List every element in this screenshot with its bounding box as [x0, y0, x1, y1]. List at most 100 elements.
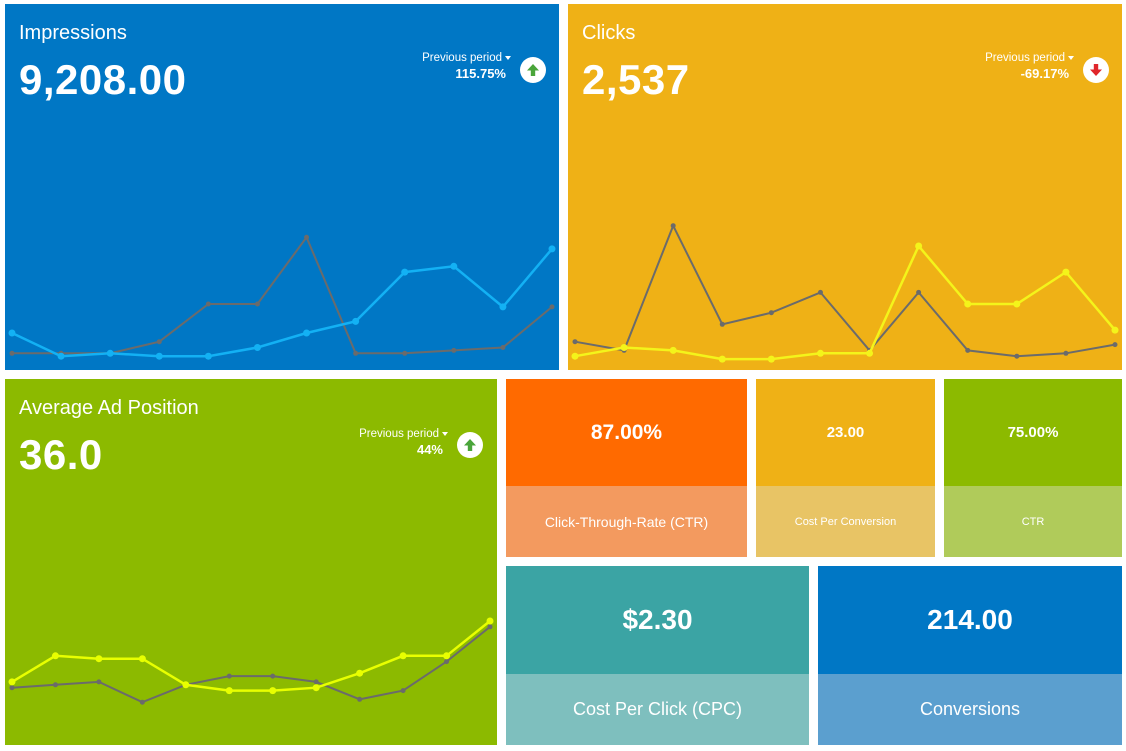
- previous-period-compare: Previous period 115.75%: [381, 50, 511, 82]
- previous-data-point[interactable]: [96, 679, 102, 685]
- previous-data-point[interactable]: [817, 289, 823, 295]
- previous-data-point[interactable]: [156, 339, 162, 345]
- kpi-ctr-tile: 75.00% CTR: [944, 379, 1122, 557]
- current-data-point[interactable]: [1062, 268, 1070, 276]
- previous-data-point[interactable]: [226, 673, 232, 679]
- kpi-conversions-tile: 214.00 Conversions: [818, 566, 1122, 745]
- change-percent: -69.17%: [1020, 66, 1069, 81]
- caret-down-icon: [1068, 55, 1074, 60]
- tile-title: Impressions: [19, 22, 127, 44]
- current-data-point[interactable]: [399, 652, 407, 660]
- previous-data-point[interactable]: [357, 696, 363, 702]
- current-data-point[interactable]: [964, 300, 972, 308]
- caret-down-icon: [505, 55, 511, 60]
- previous-data-point[interactable]: [572, 339, 578, 345]
- current-data-point[interactable]: [253, 344, 261, 351]
- previous-data-point[interactable]: [444, 659, 450, 665]
- current-data-point[interactable]: [1013, 300, 1021, 308]
- previous-data-point[interactable]: [451, 347, 457, 353]
- current-period-line: [11, 248, 553, 358]
- previous-period-dropdown[interactable]: Previous period: [318, 426, 448, 442]
- current-data-point[interactable]: [182, 681, 190, 689]
- kpi-label: Conversions: [818, 674, 1122, 745]
- previous-data-point[interactable]: [313, 679, 319, 685]
- previous-period-dropdown[interactable]: Previous period: [381, 50, 511, 66]
- previous-data-point[interactable]: [500, 345, 506, 350]
- previous-data-point[interactable]: [719, 321, 725, 327]
- current-data-point[interactable]: [57, 352, 65, 360]
- previous-period-line: [12, 235, 553, 355]
- previous-data-point[interactable]: [9, 685, 15, 691]
- kpi-cost-per-conversion-tile: 23.00 Cost Per Conversion: [756, 379, 935, 557]
- current-data-point[interactable]: [571, 352, 579, 360]
- kpi-value: $2.30: [506, 566, 809, 674]
- previous-data-point[interactable]: [1014, 353, 1020, 359]
- previous-data-point[interactable]: [1112, 342, 1118, 348]
- kpi-label: Cost Per Conversion: [756, 486, 935, 557]
- current-data-point[interactable]: [51, 652, 59, 660]
- impressions-sparkline: [8, 234, 556, 360]
- previous-data-point[interactable]: [205, 301, 211, 307]
- current-data-point[interactable]: [1111, 326, 1119, 334]
- kpi-value: 87.00%: [506, 379, 747, 486]
- previous-data-point[interactable]: [549, 304, 555, 310]
- previous-data-point[interactable]: [254, 301, 260, 307]
- current-data-point[interactable]: [8, 329, 16, 337]
- previous-data-point[interactable]: [1063, 350, 1069, 356]
- current-data-point[interactable]: [352, 317, 360, 325]
- current-data-point[interactable]: [303, 329, 311, 337]
- change-percent: 115.75%: [455, 66, 506, 81]
- previous-data-point[interactable]: [400, 688, 406, 694]
- previous-data-point[interactable]: [768, 310, 774, 316]
- previous-period-dropdown[interactable]: Previous period: [944, 50, 1074, 66]
- current-data-point[interactable]: [138, 655, 146, 663]
- tile-value: 36.0: [19, 431, 103, 478]
- caret-down-icon: [442, 431, 448, 436]
- kpi-ctr-percent-tile: 87.00% Click-Through-Rate (CTR): [506, 379, 747, 557]
- current-data-point[interactable]: [312, 684, 320, 692]
- current-data-point[interactable]: [269, 687, 277, 695]
- previous-data-point[interactable]: [9, 350, 15, 356]
- previous-data-point[interactable]: [965, 347, 971, 353]
- previous-data-point[interactable]: [487, 624, 493, 630]
- current-data-point[interactable]: [866, 349, 874, 357]
- current-data-point[interactable]: [669, 346, 677, 354]
- current-data-point[interactable]: [718, 355, 726, 363]
- current-data-point[interactable]: [8, 678, 16, 686]
- previous-period-line: [11, 626, 491, 704]
- current-data-point[interactable]: [443, 652, 451, 660]
- current-data-point[interactable]: [816, 349, 824, 357]
- previous-period-label: Previous period: [422, 52, 502, 64]
- current-data-point[interactable]: [356, 669, 364, 677]
- clicks-tile: Clicks 2,537 Previous period -69.17%: [568, 4, 1122, 370]
- current-data-point[interactable]: [450, 262, 458, 270]
- current-data-point[interactable]: [620, 344, 628, 351]
- current-data-point[interactable]: [499, 303, 507, 311]
- tile-value: 9,208.00: [19, 56, 187, 103]
- previous-data-point[interactable]: [916, 289, 922, 295]
- previous-data-point[interactable]: [402, 350, 408, 356]
- previous-data-point[interactable]: [52, 682, 58, 688]
- current-data-point[interactable]: [767, 355, 775, 363]
- previous-period-line: [574, 223, 1116, 358]
- previous-data-point[interactable]: [304, 234, 310, 240]
- current-data-point[interactable]: [548, 245, 556, 253]
- arrow-down-icon: [1083, 57, 1109, 83]
- previous-data-point[interactable]: [670, 223, 676, 229]
- current-data-point[interactable]: [225, 687, 233, 695]
- current-data-point[interactable]: [204, 352, 212, 360]
- current-data-point[interactable]: [486, 617, 494, 625]
- avg-position-tile: Average Ad Position 36.0 Previous period…: [5, 379, 497, 745]
- arrow-up-icon: [520, 57, 546, 83]
- previous-data-point[interactable]: [139, 699, 145, 705]
- kpi-cpc-tile: $2.30 Cost Per Click (CPC): [506, 566, 809, 745]
- current-data-point[interactable]: [401, 268, 409, 276]
- current-data-point[interactable]: [915, 242, 923, 250]
- impressions-tile: Impressions 9,208.00 Previous period 115…: [5, 4, 559, 370]
- current-data-point[interactable]: [155, 352, 163, 360]
- current-data-point[interactable]: [106, 349, 114, 357]
- previous-data-point[interactable]: [353, 350, 359, 356]
- previous-data-point[interactable]: [270, 673, 276, 679]
- kpi-value: 214.00: [818, 566, 1122, 674]
- current-data-point[interactable]: [95, 655, 103, 663]
